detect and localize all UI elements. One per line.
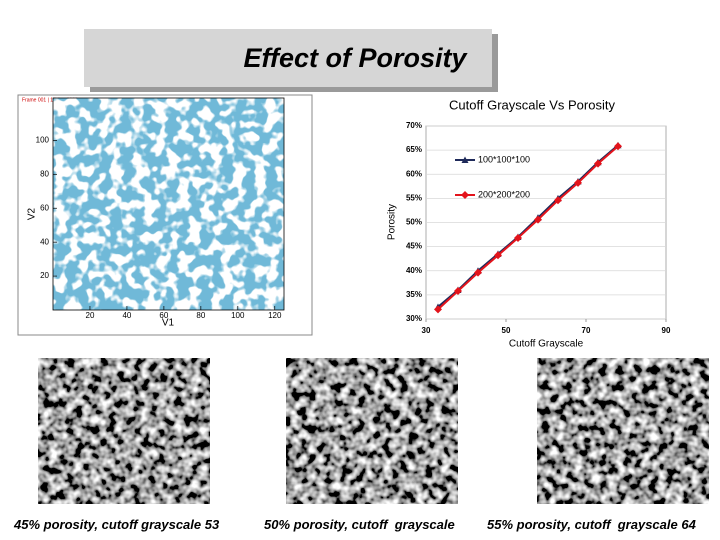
y-axis-title: Porosity	[387, 204, 398, 240]
x-tick-label: 70	[582, 326, 591, 335]
y-tick-label: 20	[40, 271, 49, 280]
y-tick-label: 100	[36, 136, 50, 145]
data-point	[614, 142, 622, 151]
contour-field	[53, 98, 284, 310]
slide-title: Effect of Porosity	[243, 43, 468, 73]
data-point	[434, 305, 442, 314]
series-line	[437, 144, 619, 308]
data-point	[454, 287, 462, 296]
data-point	[574, 178, 582, 187]
x-tick-label: 40	[122, 311, 131, 320]
contour-header: Frame 001 | 17 Jun 2008	[22, 97, 78, 103]
x-tick-label: 100	[231, 311, 245, 320]
x-tick-label: 30	[422, 326, 431, 335]
y-tick-label: 40%	[406, 266, 422, 275]
y-tick-label: 40	[40, 237, 49, 246]
caption: 55% porosity, cutoff grayscale 64	[487, 517, 696, 532]
data-point	[514, 233, 522, 242]
title-box	[84, 29, 492, 87]
y-tick-label: 50%	[406, 218, 422, 227]
contour-axes	[52, 97, 285, 311]
caption: 50% porosity, cutoff grayscale	[264, 517, 455, 532]
x-tick-label: 60	[159, 311, 168, 320]
grayscale-images	[38, 358, 709, 504]
y-tick-label: 80	[40, 169, 49, 178]
grayscale-image	[38, 358, 210, 504]
y-tick-label: 60%	[406, 169, 422, 178]
y-tick-label: 45%	[406, 242, 422, 251]
y-tick-label: 60	[40, 203, 49, 212]
legend-label: 100*100*100	[478, 154, 530, 164]
legend-marker	[461, 156, 469, 163]
y-tick-label: 65%	[406, 145, 422, 154]
y-tick-label: 35%	[406, 290, 422, 299]
y-tick-label: 30%	[406, 314, 422, 323]
data-point	[474, 268, 482, 277]
grayscale-image	[537, 358, 709, 504]
data-point	[594, 159, 602, 168]
x-tick-label: 20	[86, 311, 95, 320]
x-tick-label: 90	[662, 326, 671, 335]
contour-xlabel: V1	[162, 318, 175, 329]
x-tick-label: 80	[196, 311, 205, 320]
x-tick-label: 120	[268, 311, 282, 320]
data-point	[534, 215, 542, 224]
x-tick-label: 50	[502, 326, 511, 335]
grayscale-image	[286, 358, 458, 504]
chart-title: Cutoff Grayscale Vs Porosity	[449, 97, 615, 112]
y-tick-label: 70%	[406, 121, 422, 130]
y-tick-label: 55%	[406, 193, 422, 202]
legend-marker	[461, 191, 469, 199]
data-point	[554, 196, 562, 205]
legend-label: 200*200*200	[478, 189, 530, 199]
data-point	[494, 251, 502, 260]
caption: 45% porosity, cutoff grayscale 53	[14, 517, 220, 532]
contour-ylabel: V2	[27, 207, 38, 220]
series-line	[437, 145, 619, 311]
x-axis-title: Cutoff Grayscale	[509, 339, 584, 350]
